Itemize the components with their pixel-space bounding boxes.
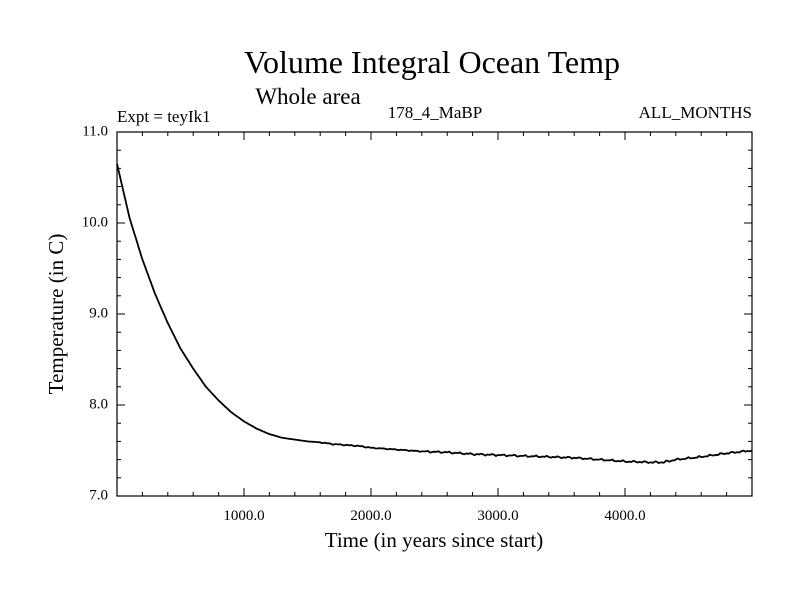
y-tick-label-9: 9.0 <box>89 305 108 321</box>
x-tick-label-1000: 1000.0 <box>223 508 264 524</box>
series-line-temperature <box>116 163 753 465</box>
run-label: 178_4_MaBP <box>388 103 482 122</box>
x-axis-label: Time (in years since start) <box>325 528 544 552</box>
chart-title: Volume Integral Ocean Temp <box>244 44 620 80</box>
plot-frame <box>116 131 753 497</box>
y-axis-label: Temperature (in C) <box>44 234 68 395</box>
x-tick-label-2000: 2000.0 <box>350 508 391 524</box>
y-tick-label-7: 7.0 <box>89 487 108 503</box>
x-major-ticks <box>243 132 626 496</box>
y-tick-label-11: 11.0 <box>82 123 108 139</box>
x-tick-label-4000: 4000.0 <box>604 508 645 524</box>
x-minor-ticks <box>141 132 728 496</box>
experiment-label: Expt = teyIk1 <box>117 107 211 126</box>
y-minor-ticks <box>117 149 752 479</box>
x-tick-label-3000: 3000.0 <box>477 508 518 524</box>
y-tick-label-10: 10.0 <box>82 214 108 230</box>
months-label: ALL_MONTHS <box>639 103 752 122</box>
chart-subtitle: Whole area <box>255 84 360 109</box>
y-major-ticks <box>117 131 752 497</box>
y-tick-label-8: 8.0 <box>89 396 108 412</box>
